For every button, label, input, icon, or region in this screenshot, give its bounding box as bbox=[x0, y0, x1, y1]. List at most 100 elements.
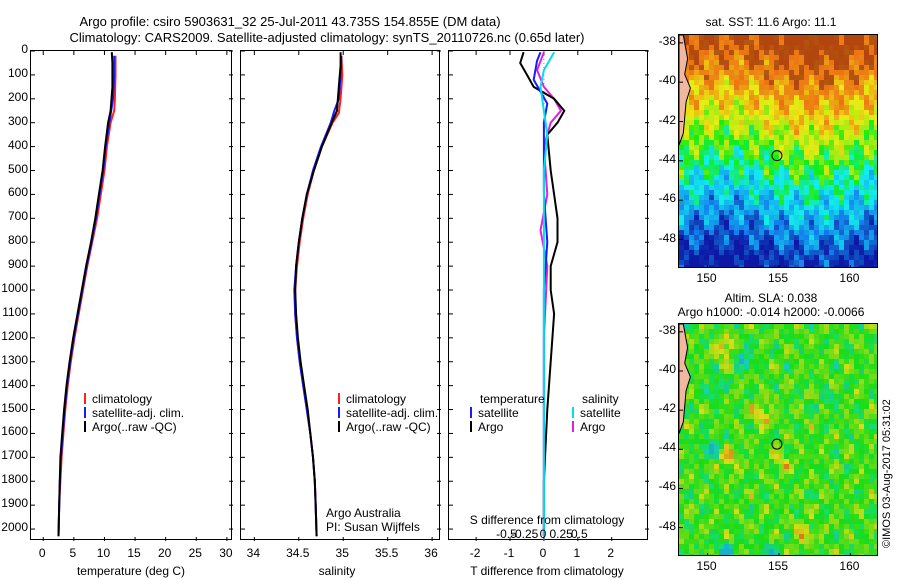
heatmap-cell bbox=[769, 205, 775, 211]
heatmap-cell bbox=[814, 334, 820, 340]
heatmap-cell bbox=[814, 424, 820, 430]
heatmap-cell bbox=[869, 464, 875, 470]
heatmap-cell bbox=[844, 379, 850, 385]
heatmap-cell bbox=[834, 489, 840, 495]
heatmap-cell bbox=[789, 260, 795, 266]
heatmap-cell bbox=[814, 215, 820, 221]
heatmap-cell bbox=[724, 130, 730, 136]
heatmap-cell bbox=[754, 35, 760, 41]
heatmap-cell bbox=[764, 45, 770, 51]
heatmap-cell bbox=[684, 554, 690, 555]
heatmap-cell bbox=[824, 35, 830, 41]
heatmap-cell bbox=[849, 544, 855, 550]
heatmap-cell bbox=[839, 85, 845, 91]
heatmap-cell bbox=[724, 379, 730, 385]
heatmap-cell bbox=[784, 35, 790, 41]
heatmap-cell bbox=[859, 155, 865, 161]
heatmap-cell bbox=[684, 235, 690, 241]
heatmap-cell bbox=[794, 479, 800, 485]
heatmap-cell bbox=[769, 469, 775, 475]
heatmap-cell bbox=[829, 175, 835, 181]
heatmap-cell bbox=[789, 60, 795, 66]
heatmap-cell bbox=[809, 195, 815, 201]
heatmap-cell bbox=[709, 40, 715, 46]
heatmap-cell bbox=[789, 220, 795, 226]
heatmap-cell bbox=[874, 429, 877, 435]
heatmap-cell bbox=[764, 419, 770, 425]
heatmap-cell bbox=[824, 230, 830, 236]
heatmap-cell bbox=[704, 429, 710, 435]
heatmap-cell bbox=[769, 180, 775, 186]
heatmap-cell bbox=[824, 479, 830, 485]
heatmap-cell bbox=[784, 180, 790, 186]
heatmap-cell bbox=[724, 389, 730, 395]
heatmap-cell bbox=[689, 549, 695, 555]
heatmap-cell bbox=[859, 454, 865, 460]
heatmap-cell bbox=[829, 484, 835, 490]
heatmap-cell bbox=[709, 80, 715, 86]
heatmap-cell bbox=[714, 130, 720, 136]
heatmap-cell bbox=[764, 155, 770, 161]
heatmap-cell bbox=[789, 424, 795, 430]
heatmap-cell bbox=[719, 364, 725, 370]
heatmap-cell bbox=[704, 110, 710, 116]
heatmap-cell bbox=[804, 50, 810, 56]
heatmap-cell bbox=[764, 190, 770, 196]
heatmap-cell bbox=[694, 225, 700, 231]
heatmap-cell bbox=[764, 359, 770, 365]
heatmap-cell bbox=[784, 359, 790, 365]
heatmap-cell bbox=[699, 429, 705, 435]
heatmap-cell bbox=[729, 424, 735, 430]
heatmap-cell bbox=[759, 329, 765, 335]
s-tick-label: 0 bbox=[539, 527, 547, 541]
heatmap-cell bbox=[769, 130, 775, 136]
heatmap-cell bbox=[734, 499, 740, 505]
heatmap-cell bbox=[819, 389, 825, 395]
heatmap-cell bbox=[714, 469, 720, 475]
heatmap-cell bbox=[684, 265, 690, 267]
heatmap-cell bbox=[704, 479, 710, 485]
heatmap-cell bbox=[809, 399, 815, 405]
heatmap-cell bbox=[824, 170, 830, 176]
heatmap-cell bbox=[874, 364, 877, 370]
heatmap-cell bbox=[759, 185, 765, 191]
lon-tick-label: 155 bbox=[767, 271, 789, 285]
heatmap-cell bbox=[739, 115, 745, 121]
heatmap-cell bbox=[704, 35, 710, 41]
heatmap-cell bbox=[869, 100, 875, 106]
heatmap-cell bbox=[829, 414, 835, 420]
heatmap-cell bbox=[859, 419, 865, 425]
heatmap-cell bbox=[704, 195, 710, 201]
heatmap-cell bbox=[774, 369, 780, 375]
heatmap-cell bbox=[689, 339, 695, 345]
heatmap-cell bbox=[864, 349, 870, 355]
heatmap-cell bbox=[804, 399, 810, 405]
heatmap-cell bbox=[809, 125, 815, 131]
heatmap-cell bbox=[824, 130, 830, 136]
heatmap-cell bbox=[749, 449, 755, 455]
heatmap-cell bbox=[849, 509, 855, 515]
heatmap-cell bbox=[864, 80, 870, 86]
heatmap-cell bbox=[774, 165, 780, 171]
heatmap-cell bbox=[729, 125, 735, 131]
heatmap-cell bbox=[844, 514, 850, 520]
heatmap-cell bbox=[829, 334, 835, 340]
heatmap-cell bbox=[704, 504, 710, 510]
heatmap-cell bbox=[809, 135, 815, 141]
heatmap-cell bbox=[704, 45, 710, 51]
heatmap-cell bbox=[744, 240, 750, 246]
heatmap-cell bbox=[764, 444, 770, 450]
heatmap-cell bbox=[854, 344, 860, 350]
heatmap-cell bbox=[714, 399, 720, 405]
heatmap-cell bbox=[834, 359, 840, 365]
heatmap-cell bbox=[749, 479, 755, 485]
heatmap-cell bbox=[814, 524, 820, 530]
heatmap-cell bbox=[744, 409, 750, 415]
heatmap-cell bbox=[854, 494, 860, 500]
heatmap-cell bbox=[804, 230, 810, 236]
heatmap-cell bbox=[749, 85, 755, 91]
heatmap-cell bbox=[809, 479, 815, 485]
heatmap-cell bbox=[809, 349, 815, 355]
heatmap-cell bbox=[719, 60, 725, 66]
heatmap-cell bbox=[794, 70, 800, 76]
